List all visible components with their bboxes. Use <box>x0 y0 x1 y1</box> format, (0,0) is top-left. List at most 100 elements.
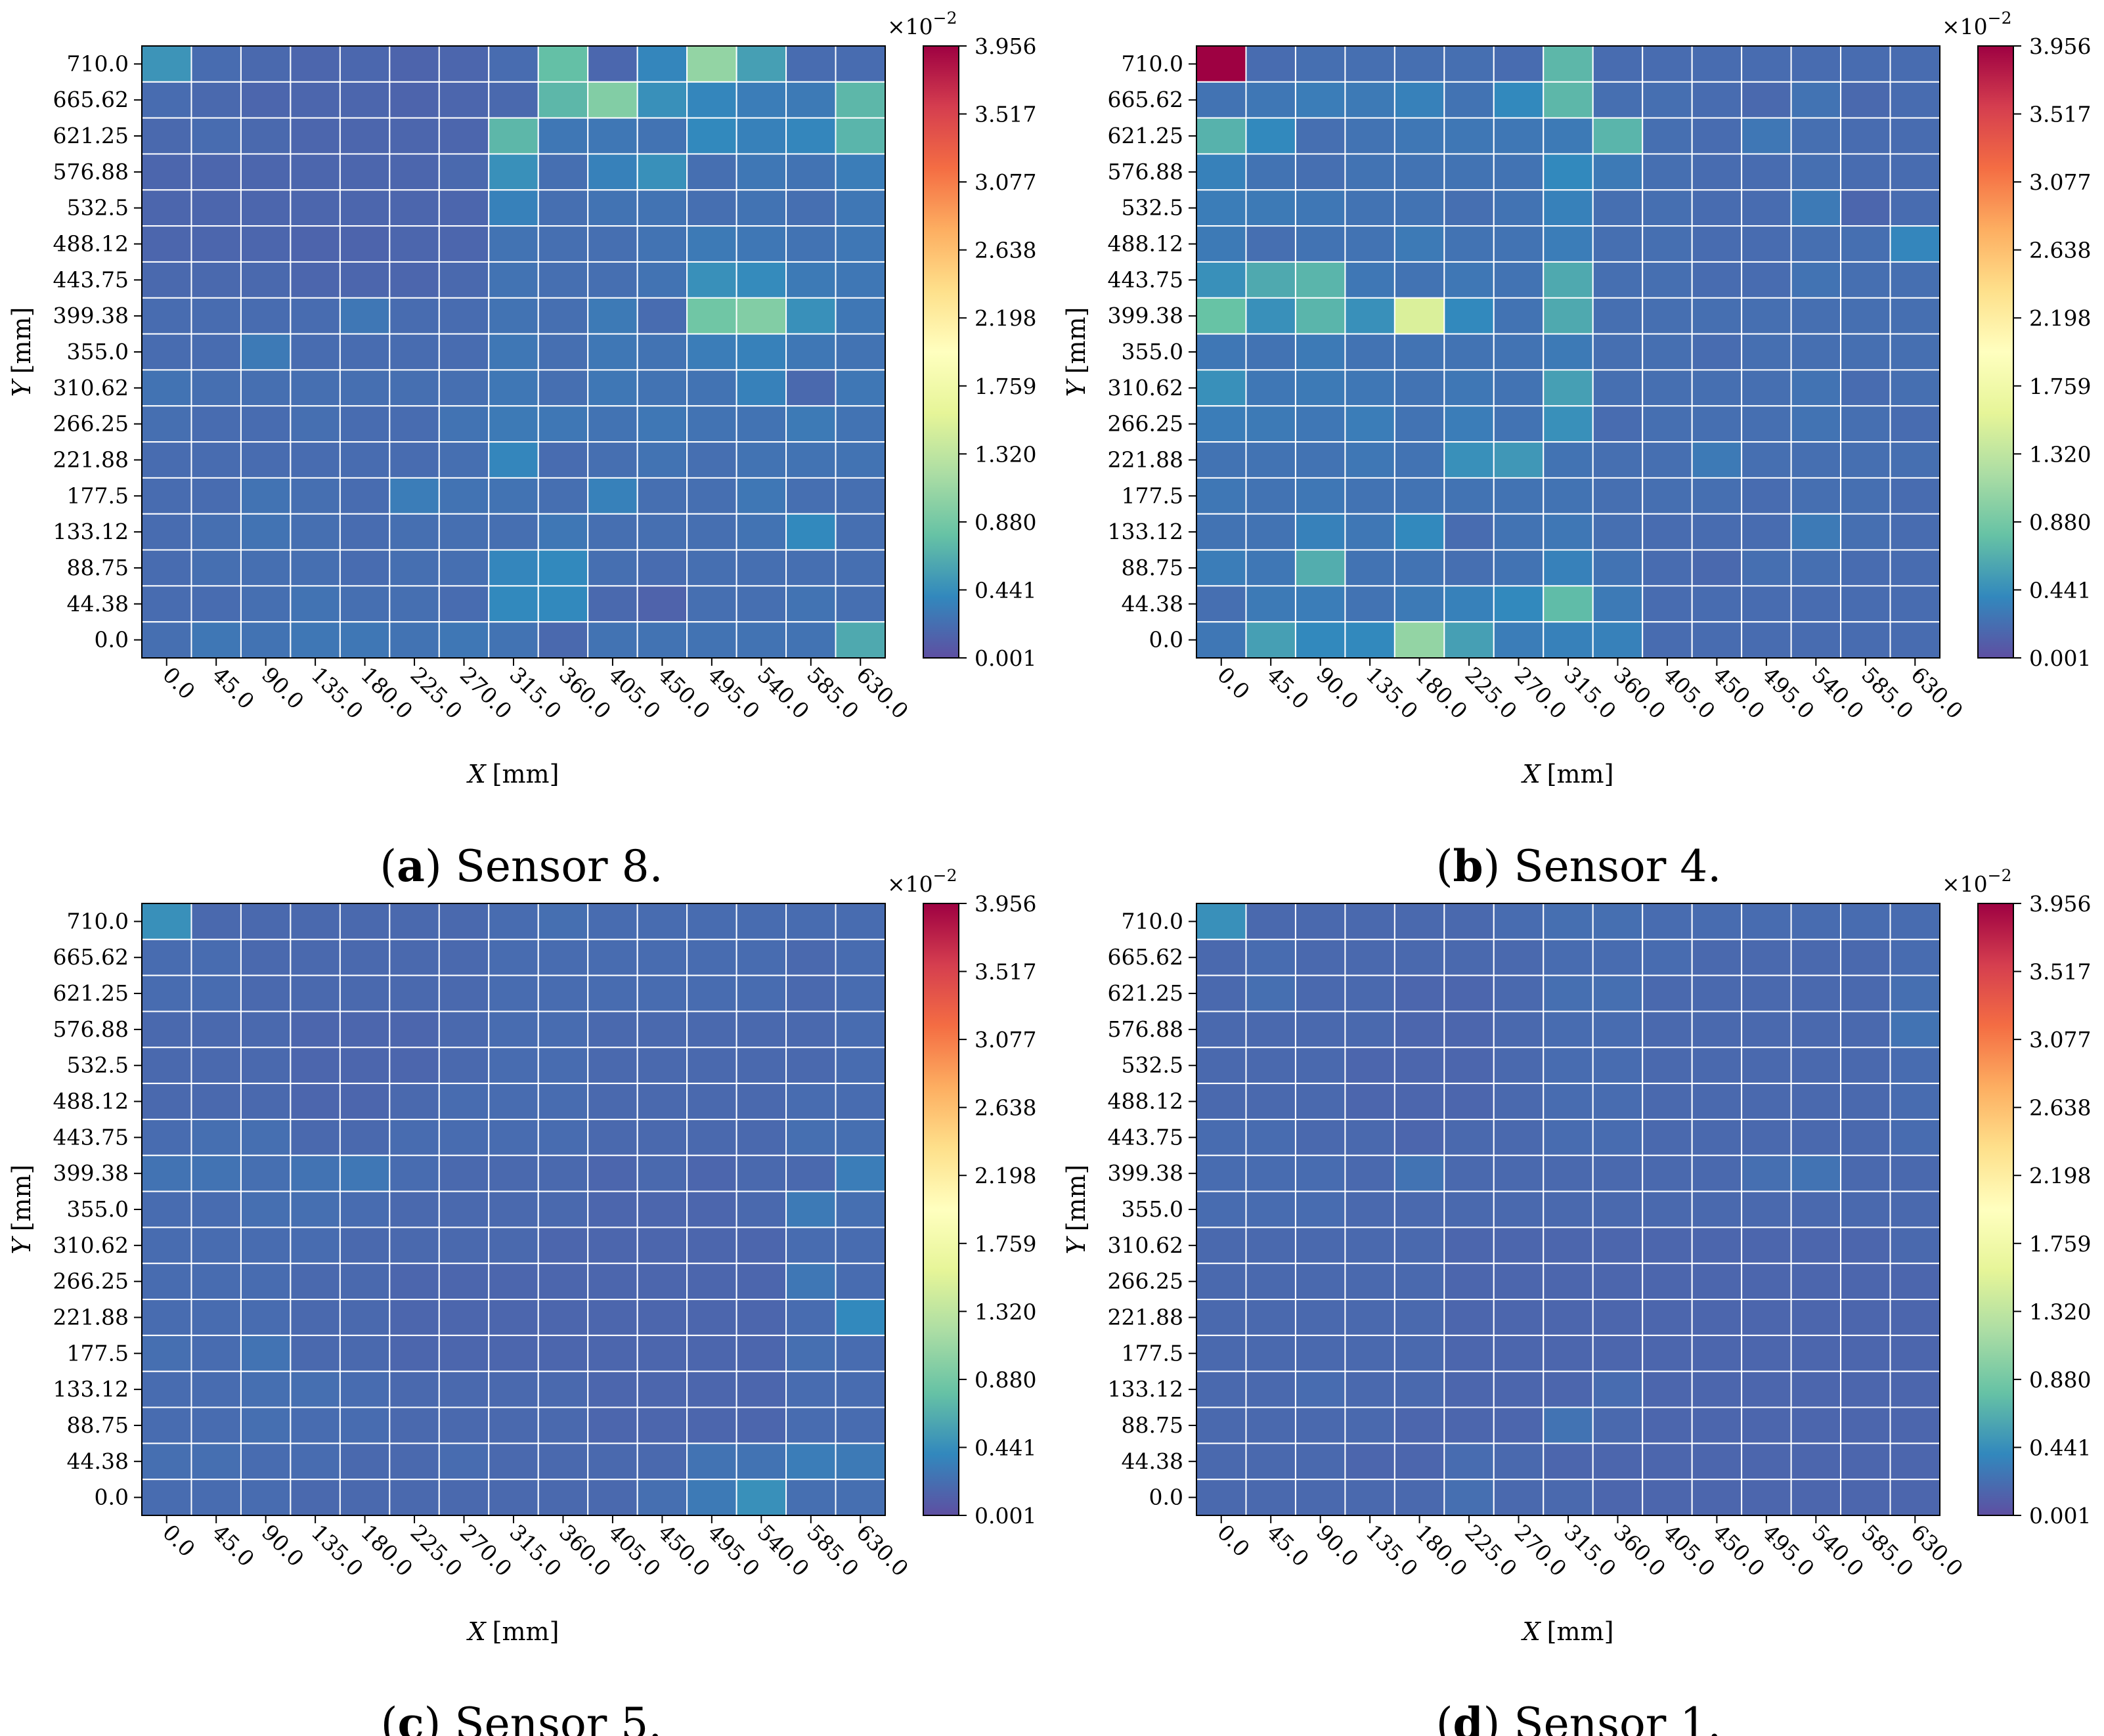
heatmap-cell <box>1889 1047 1941 1085</box>
heatmap-cell <box>636 81 688 119</box>
heatmap-cell <box>1691 1083 1743 1120</box>
heatmap-cell <box>835 369 887 407</box>
heatmap-cell <box>735 513 787 551</box>
caption: (c) Sensor 5. <box>381 1698 663 1736</box>
heatmap-cell <box>1691 153 1743 191</box>
heatmap-cell <box>537 1406 589 1444</box>
heatmap-cell <box>537 405 589 443</box>
heatmap-cell <box>1344 189 1395 227</box>
y-tick-label: 88.75 <box>1122 555 1183 580</box>
x-tick-label: 45.0 <box>1262 662 1315 714</box>
heatmap-cell <box>438 297 490 335</box>
heatmap-cell <box>835 441 887 479</box>
colorbar-exponent-power: −2 <box>1988 866 2012 885</box>
heatmap-cell <box>1790 477 1842 515</box>
x-tick-label: 270.0 <box>455 1519 517 1581</box>
heatmap-cell <box>438 513 490 551</box>
y-tick-label: 532.5 <box>67 1052 129 1078</box>
heatmap-cell <box>1592 117 1644 155</box>
heatmap-cell <box>686 297 737 335</box>
heatmap-cell <box>240 297 292 335</box>
heatmap-cell <box>141 1154 192 1192</box>
heatmap-cell <box>1294 225 1346 263</box>
heatmap-cell <box>1741 621 1792 659</box>
heatmap-cell <box>438 621 490 659</box>
heatmap-cell <box>141 974 192 1012</box>
heatmap-cell <box>636 369 688 407</box>
heatmap-cell <box>240 1299 292 1336</box>
heatmap-cell <box>587 297 638 335</box>
heatmap-cell <box>488 1479 539 1516</box>
y-tick-label: 88.75 <box>67 1412 129 1438</box>
heatmap-cell <box>1294 1479 1346 1516</box>
heatmap-cell <box>1393 405 1445 443</box>
heatmap-cell <box>537 81 589 119</box>
heatmap-cell <box>735 938 787 976</box>
heatmap-cell <box>1889 333 1941 371</box>
y-axis-label: Y [mm] <box>7 307 36 397</box>
heatmap-panel-a: 710.0 665.62 621.25 576.88 532.5 488.12 443.75… <box>7 9 1036 892</box>
heatmap-cell <box>1741 297 1792 335</box>
heatmap-cell <box>1889 225 1941 263</box>
heatmap-cell <box>1889 549 1941 587</box>
heatmap-cell <box>190 1406 242 1444</box>
heatmap-cell <box>835 225 887 263</box>
heatmap-cell <box>290 1263 341 1301</box>
heatmap-cell <box>835 1190 887 1228</box>
heatmap-cell <box>1443 1479 1495 1516</box>
heatmap-cell <box>1592 261 1644 299</box>
heatmap-cell <box>1790 261 1842 299</box>
heatmap-cell <box>1741 369 1792 407</box>
heatmap-cell <box>587 225 638 263</box>
heatmap-cell <box>686 153 737 191</box>
heatmap-cell <box>1691 513 1743 551</box>
heatmap-cell <box>735 261 787 299</box>
heatmap-cell <box>1642 549 1693 587</box>
y-tick-label: 665.62 <box>53 87 129 112</box>
heatmap-cell <box>537 45 589 83</box>
heatmap-cell <box>438 117 490 155</box>
heatmap-cell <box>1196 1083 1247 1120</box>
heatmap-cell <box>1543 585 1594 623</box>
y-tick-label: 532.5 <box>1122 1052 1183 1078</box>
heatmap-cell <box>1344 1118 1395 1156</box>
heatmap-cell <box>240 369 292 407</box>
heatmap-cell <box>1344 1406 1395 1444</box>
heatmap-cell <box>1691 1263 1743 1301</box>
heatmap-cell <box>1245 1406 1296 1444</box>
heatmap-cell <box>735 225 787 263</box>
heatmap-cell <box>1642 1334 1693 1372</box>
heatmap-cell <box>290 189 341 227</box>
colorbar: 3.956 3.517 3.077 2.638 2.198 1.759 1.320 0.880… <box>1942 9 2091 671</box>
heatmap-cell <box>1344 1226 1395 1265</box>
heatmap-cell <box>686 405 737 443</box>
heatmap-cell <box>1443 117 1495 155</box>
heatmap-cell <box>1642 45 1693 83</box>
heatmap-cell <box>1344 1154 1395 1192</box>
y-axis-label: Y [mm] <box>1062 1165 1091 1255</box>
heatmap-cell <box>636 153 688 191</box>
heatmap-cell <box>1245 549 1296 587</box>
heatmap-cell <box>1642 903 1693 940</box>
heatmap-cell <box>1245 117 1296 155</box>
heatmap-cell <box>1592 513 1644 551</box>
heatmap-cell <box>785 1083 837 1120</box>
colorbar-tick-label: 1.759 <box>2029 374 2091 399</box>
heatmap-cell <box>735 585 787 623</box>
heatmap-cell <box>835 513 887 551</box>
heatmap-cell <box>389 81 440 119</box>
heatmap-cell <box>1245 1154 1296 1192</box>
x-tick-label: 180.0 <box>356 662 418 724</box>
heatmap-cell <box>537 117 589 155</box>
heatmap-cell <box>1493 1047 1545 1085</box>
heatmap-cell <box>1889 153 1941 191</box>
heatmap-cell <box>1790 974 1842 1012</box>
heatmap-cell <box>636 225 688 263</box>
heatmap-cell <box>1196 621 1247 659</box>
heatmap-cell <box>1642 585 1693 623</box>
heatmap-cell <box>1443 441 1495 479</box>
heatmap-cell <box>240 45 292 83</box>
x-axis-unit: [mm] <box>493 760 559 789</box>
heatmap-cell <box>438 1047 490 1085</box>
heatmap-cell <box>488 1118 539 1156</box>
